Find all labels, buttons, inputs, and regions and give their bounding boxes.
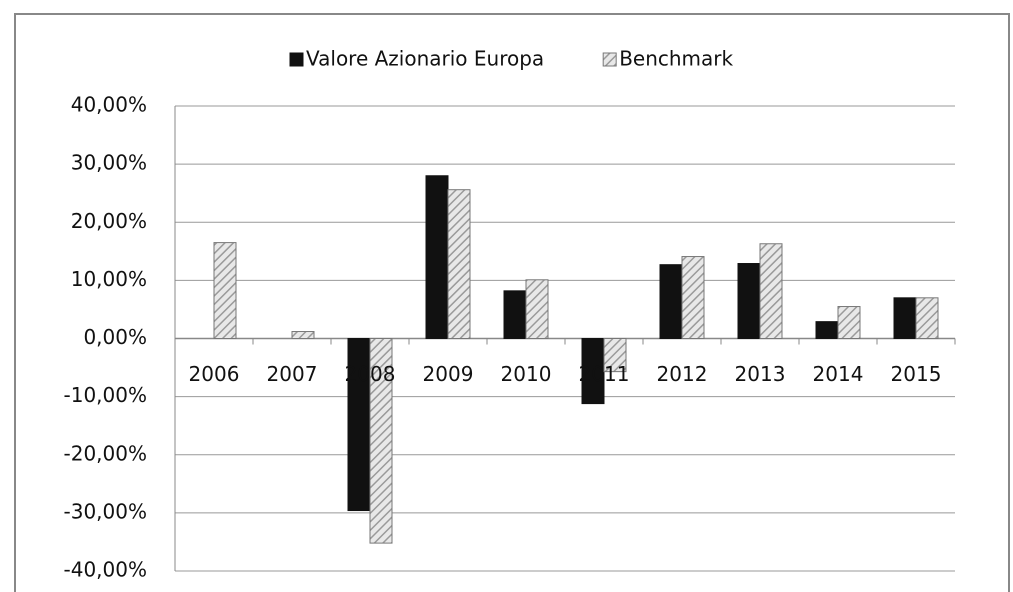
bar xyxy=(681,256,705,340)
bar xyxy=(815,321,839,339)
x-tick-label: 2006 xyxy=(189,362,240,386)
bar xyxy=(213,242,237,339)
y-tick-label: 10,00% xyxy=(71,267,147,291)
bar xyxy=(291,331,315,339)
bar xyxy=(369,338,393,544)
y-tick-label: -10,00% xyxy=(64,383,147,407)
x-tick-label: 2010 xyxy=(501,362,552,386)
x-tick-label: 2011 xyxy=(579,362,630,386)
y-tick-label: 0,00% xyxy=(83,325,147,349)
y-tick-label: 40,00% xyxy=(71,93,147,117)
x-tick-label: 2008 xyxy=(345,362,396,386)
bar xyxy=(915,297,939,339)
legend-label: Benchmark xyxy=(619,47,733,71)
bar xyxy=(603,338,627,373)
bar xyxy=(503,290,527,339)
x-tick-label: 2015 xyxy=(891,362,942,386)
y-tick-label: 20,00% xyxy=(71,209,147,233)
bar xyxy=(837,306,861,339)
bar xyxy=(659,264,683,339)
bar xyxy=(893,297,917,339)
x-tick-label: 2009 xyxy=(423,362,474,386)
y-tick-label: 30,00% xyxy=(71,151,147,175)
legend-label: Valore Azionario Europa xyxy=(306,47,544,71)
bar xyxy=(425,175,449,339)
legend-swatch xyxy=(289,52,304,67)
bar xyxy=(759,243,783,340)
x-tick-label: 2013 xyxy=(735,362,786,386)
x-tick-label: 2014 xyxy=(813,362,864,386)
x-tick-label: 2012 xyxy=(657,362,708,386)
bar xyxy=(447,189,471,339)
x-tick-label: 2007 xyxy=(267,362,318,386)
y-tick-label: -20,00% xyxy=(64,441,147,465)
bar xyxy=(525,279,549,340)
y-tick-label: -30,00% xyxy=(64,499,147,523)
legend-swatch xyxy=(602,52,617,67)
y-tick-label: -40,00% xyxy=(64,558,147,582)
bar xyxy=(737,263,761,339)
